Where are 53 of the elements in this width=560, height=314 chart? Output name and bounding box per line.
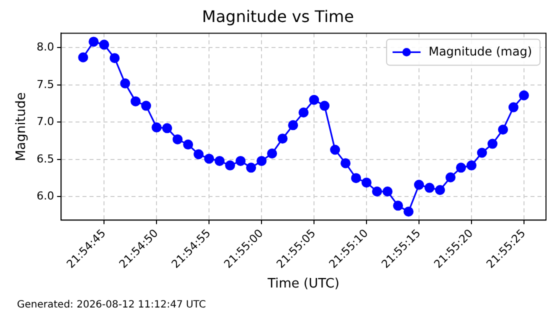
point — [393, 200, 404, 211]
point — [225, 160, 236, 170]
point — [172, 134, 183, 144]
point — [110, 53, 120, 64]
point — [508, 102, 518, 112]
point — [130, 96, 141, 106]
point — [476, 148, 487, 158]
point — [487, 138, 498, 149]
point — [372, 186, 382, 197]
y-tick-label: 7.0 — [36, 115, 54, 128]
point — [183, 140, 194, 150]
y-axis-title: Magnitude — [14, 92, 30, 162]
point — [152, 122, 162, 132]
point — [78, 52, 88, 62]
point — [382, 186, 393, 197]
x-axis-title: Time (UTC) — [266, 276, 340, 292]
point — [162, 123, 172, 134]
y-tick-label: 6.5 — [36, 152, 54, 166]
point — [404, 206, 414, 217]
point — [498, 124, 508, 135]
point — [246, 162, 256, 173]
point — [267, 148, 278, 158]
legend-label: Magnitude (mag) — [428, 44, 532, 58]
point — [236, 156, 246, 166]
point — [141, 100, 152, 111]
point — [99, 40, 110, 50]
point — [278, 134, 288, 144]
point — [424, 182, 435, 193]
point — [320, 100, 330, 111]
y-tick-label: 7.5 — [36, 78, 54, 91]
point — [309, 94, 320, 105]
point — [330, 144, 340, 155]
point — [456, 162, 466, 173]
point — [435, 185, 446, 196]
point — [340, 158, 351, 168]
point — [204, 154, 214, 164]
point — [214, 156, 225, 166]
point — [88, 36, 99, 47]
point — [351, 173, 362, 184]
point — [362, 178, 372, 188]
point — [414, 180, 424, 190]
y-tick-label: 6.0 — [36, 190, 54, 203]
point — [446, 172, 456, 182]
point — [256, 156, 267, 166]
y-tick-label: 8.0 — [36, 40, 54, 54]
point — [194, 149, 204, 160]
text: Generated: 2026-08-12 11:12:47 UTC — [17, 300, 206, 311]
point — [120, 78, 130, 88]
chart-title: Magnitude vs Time — [202, 6, 354, 26]
point — [288, 120, 298, 130]
point — [466, 160, 476, 170]
point — [518, 90, 529, 100]
point — [298, 108, 309, 118]
